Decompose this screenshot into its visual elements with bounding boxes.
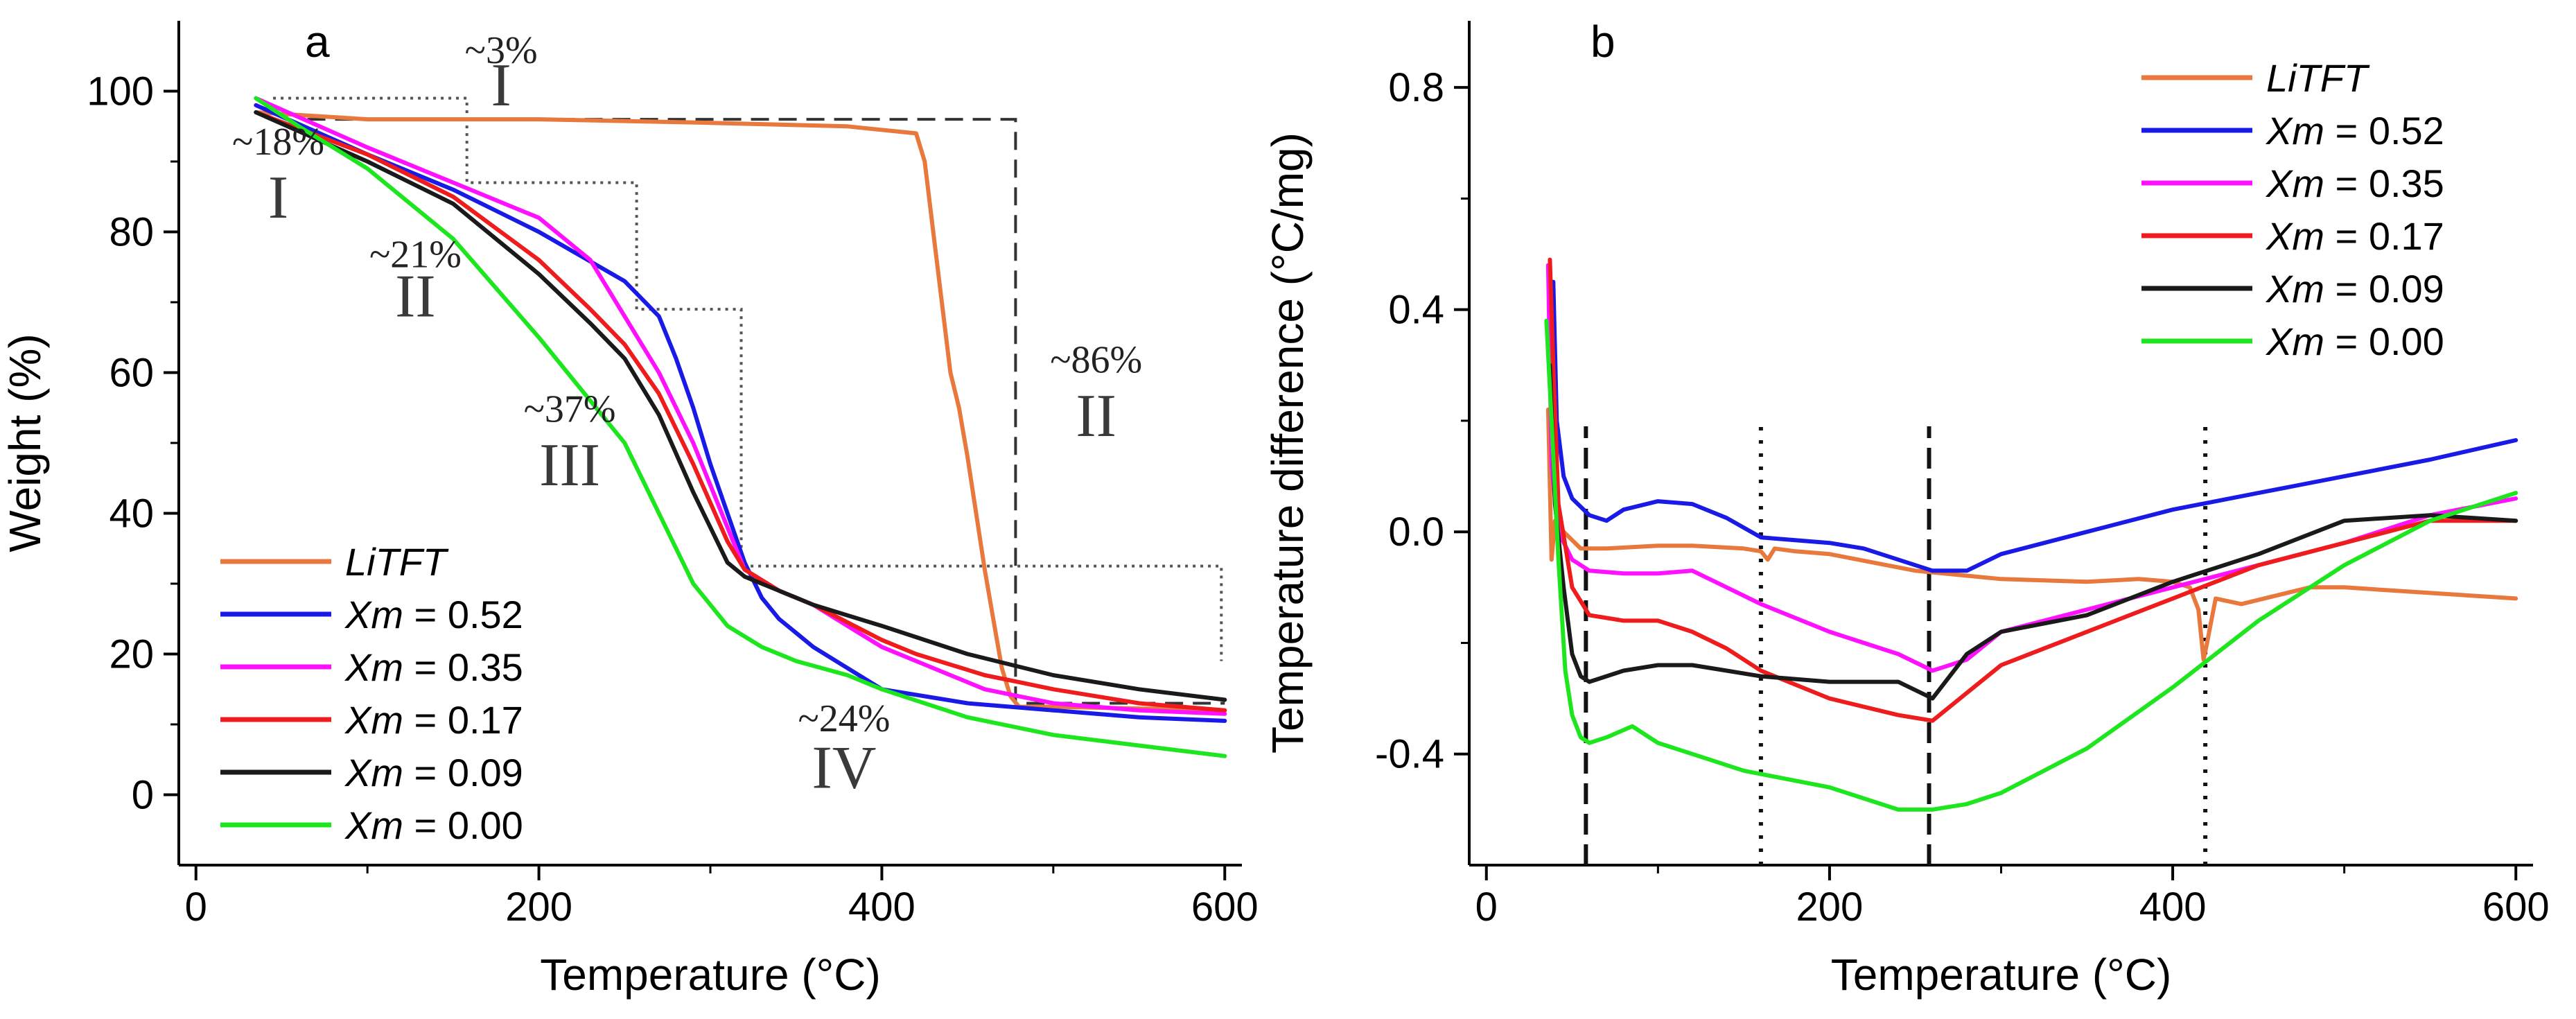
series-line-1 bbox=[1551, 279, 2518, 573]
x-tick-label: 200 bbox=[505, 885, 572, 930]
y-tick-label: 80 bbox=[109, 210, 154, 255]
panel-label-a: a bbox=[305, 17, 330, 67]
series-lines bbox=[254, 96, 1227, 758]
x-tick-label: 0 bbox=[1475, 885, 1498, 930]
axis-ticks: 0 200 400 600 -0.4 0.0 0.4 0.8 bbox=[1375, 65, 2550, 930]
series-line-0 bbox=[254, 110, 1227, 713]
x-tick-label: 0 bbox=[185, 885, 207, 930]
guide-lines bbox=[1584, 426, 2208, 865]
y-tick-label: 0.0 bbox=[1388, 509, 1444, 555]
x-tick-label: 600 bbox=[2482, 885, 2550, 930]
annotation-percent: ~86% bbox=[1050, 339, 1142, 382]
y-tick-label: 100 bbox=[87, 69, 154, 114]
legend-entry: LiTFT bbox=[2266, 56, 2370, 100]
panel-b: b 0 200 400 600 -0.4 0.0 0.4 0.8 LiTFT Xm = 0.52… bbox=[1263, 17, 2550, 1000]
annotation-percent: ~37% bbox=[524, 388, 616, 431]
series-line-5 bbox=[1544, 318, 2518, 812]
legend-entry-name: Xm bbox=[2265, 109, 2324, 153]
legend-entry-value: = 0.00 bbox=[403, 803, 523, 847]
y-tick-label: 0.4 bbox=[1388, 288, 1444, 333]
legend-entry-name: Xm bbox=[2265, 162, 2324, 205]
guide-lines bbox=[273, 96, 1225, 705]
legend-entry: Xm = 0.09 bbox=[2265, 267, 2444, 311]
legend-entry: Xm = 0.00 bbox=[2265, 320, 2444, 363]
series-line-4 bbox=[1548, 363, 2518, 701]
x-tick-label: 400 bbox=[2139, 885, 2207, 930]
legend-entry-name: Xm bbox=[2265, 214, 2324, 258]
series-line-2 bbox=[1545, 263, 2518, 673]
x-tick-label: 600 bbox=[1191, 885, 1259, 930]
legend-entry: Xm = 0.00 bbox=[344, 803, 523, 847]
legend-entry-value: = 0.09 bbox=[2324, 267, 2444, 311]
y-tick-label: 60 bbox=[109, 351, 154, 396]
legend-entry: Xm = 0.35 bbox=[2265, 162, 2444, 205]
y-tick-label: 0.8 bbox=[1388, 65, 1444, 110]
series-line-4 bbox=[254, 110, 1227, 702]
legend-entry-value: = 0.52 bbox=[2324, 109, 2444, 153]
annotation-stage: IV bbox=[812, 734, 877, 801]
y-tick-label: -0.4 bbox=[1375, 732, 1444, 777]
y-tick-label: 40 bbox=[109, 491, 154, 537]
series-line-3 bbox=[1548, 257, 2518, 723]
legend-entry-value: = 0.00 bbox=[2324, 320, 2444, 363]
series-lines bbox=[1544, 257, 2518, 812]
legend-entry-value: = 0.52 bbox=[403, 593, 523, 636]
legend-entry: Xm = 0.09 bbox=[344, 751, 523, 794]
legend-entry-name: Xm bbox=[2265, 320, 2324, 363]
annotation-percent: ~18% bbox=[232, 121, 324, 164]
annotation-percent: ~24% bbox=[798, 697, 891, 740]
annotation-stage: II bbox=[395, 263, 436, 330]
y-tick-label: 0 bbox=[132, 773, 154, 818]
legend-entry: Xm = 0.35 bbox=[344, 645, 523, 689]
x-axis-title: Temperature (°C) bbox=[1831, 950, 2172, 1000]
legend-entry-name: LiTFT bbox=[345, 540, 449, 584]
legend-entry-name: Xm bbox=[344, 593, 403, 636]
legend-entry: Xm = 0.52 bbox=[2265, 109, 2444, 153]
legend-entry-name: Xm bbox=[344, 751, 403, 794]
series-line-5 bbox=[254, 96, 1227, 758]
legend-entry-value: = 0.17 bbox=[403, 698, 523, 742]
stage-annotations: ~3%I~86%II~18%I~21%II~37%III~24%IV bbox=[232, 29, 1142, 801]
legend-entry-value: = 0.35 bbox=[2324, 162, 2444, 205]
dashed-guide bbox=[307, 118, 1225, 705]
x-tick-label: 400 bbox=[848, 885, 915, 930]
legend-entry-value: = 0.35 bbox=[403, 645, 523, 689]
y-axis-title: Temperature difference (°C/mg) bbox=[1263, 132, 1313, 754]
dotted-guide bbox=[273, 96, 1223, 661]
annotation-stage: II bbox=[1076, 383, 1116, 450]
panel-label-b: b bbox=[1591, 17, 1615, 67]
legend-entry-name: Xm bbox=[344, 803, 403, 847]
annotation-stage: I bbox=[491, 52, 511, 119]
legend-entry-name: Xm bbox=[2265, 267, 2324, 311]
legend-entry: LiTFT bbox=[345, 540, 449, 584]
annotation-stage: I bbox=[268, 164, 288, 232]
legend-entry-name: LiTFT bbox=[2266, 56, 2370, 100]
axis-ticks: 0 200 400 600 0 20 40 60 80 100 bbox=[87, 69, 1258, 930]
series-line-0 bbox=[1545, 407, 2518, 662]
legend-entry: Xm = 0.17 bbox=[2265, 214, 2444, 258]
annotation-percent: ~21% bbox=[369, 233, 462, 276]
legend-entry-name: Xm bbox=[344, 698, 403, 742]
legend-entry-name: Xm bbox=[344, 645, 403, 689]
x-axis-title: Temperature (°C) bbox=[540, 950, 881, 1000]
legend-entry: Xm = 0.52 bbox=[344, 593, 523, 636]
annotation-percent: ~3% bbox=[465, 29, 538, 72]
x-tick-label: 200 bbox=[1796, 885, 1864, 930]
y-tick-label: 20 bbox=[109, 632, 154, 677]
legend-entry-value: = 0.17 bbox=[2324, 214, 2444, 258]
annotation-stage: III bbox=[539, 432, 600, 499]
legend-entry: Xm = 0.17 bbox=[344, 698, 523, 742]
series-line-1 bbox=[254, 103, 1227, 723]
y-axis-title: Weight (%) bbox=[0, 333, 50, 552]
legend-entry-value: = 0.09 bbox=[403, 751, 523, 794]
